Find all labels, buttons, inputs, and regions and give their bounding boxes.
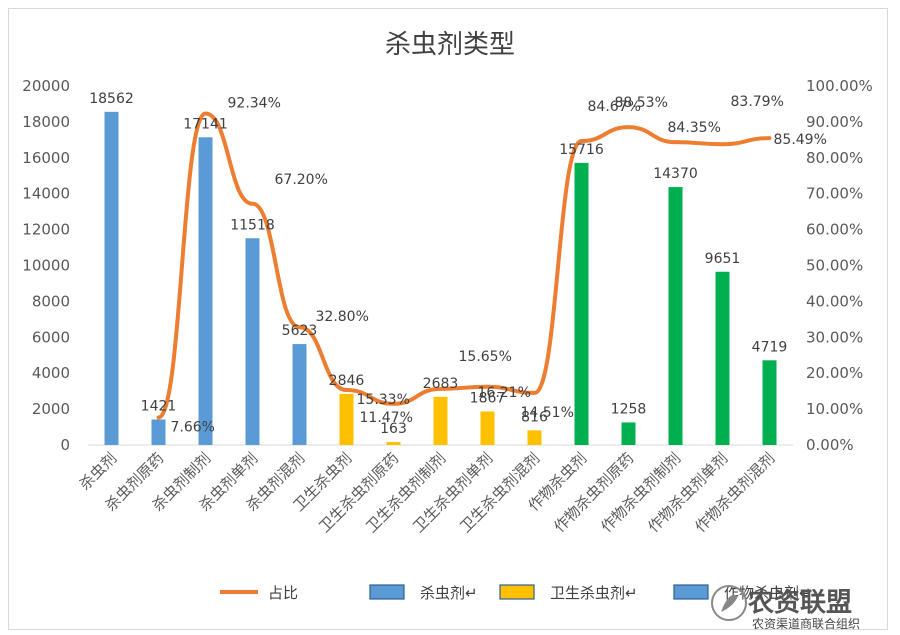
bars: [104, 111, 777, 446]
category-labels: 杀虫剂杀虫剂原药杀虫剂制剂杀虫剂单剂杀虫剂混剂卫生杀虫剂卫生杀虫剂原药卫生杀虫剂…: [76, 449, 779, 536]
legend-label: 杀虫剂↵: [420, 584, 478, 602]
right-axis: 0.00% 10.00% 20.00% 30.00% 40.00% 50.00% 60.00…: [806, 77, 873, 454]
chart-title: 杀虫剂类型: [384, 30, 515, 60]
left-axis-tick-label: 20000: [22, 77, 70, 95]
line-data-label: 88.53%: [615, 95, 668, 111]
left-axis-tick-label: 18000: [22, 113, 70, 131]
bar-data-label: 1421: [141, 398, 177, 414]
bar: [433, 396, 448, 445]
bar: [339, 393, 354, 445]
right-axis-tick-label: 50.00%: [806, 257, 863, 275]
left-axis-tick-label: 4000: [32, 364, 70, 382]
left-axis-tick-label: 12000: [22, 221, 70, 239]
bar: [104, 111, 119, 445]
bar-data-label: 5623: [282, 323, 318, 339]
left-axis-tick-label: 16000: [22, 149, 70, 167]
bar-data-label: 2683: [423, 376, 459, 392]
line-path: [156, 111, 772, 420]
legend-label: 卫生杀虫剂↵: [550, 584, 638, 602]
right-axis-tick-label: 20.00%: [806, 364, 863, 382]
watermark: 农资联盟 农资渠道商联合组织: [711, 585, 860, 631]
bar-data-label: 17141: [183, 116, 228, 132]
right-axis-tick-label: 70.00%: [806, 185, 863, 203]
bar: [574, 162, 589, 445]
bar-data-label: 1258: [611, 401, 647, 417]
bar-data-label: 14370: [653, 166, 698, 182]
line-data-label: 14.51%: [521, 405, 574, 421]
legend-box-swatch: [499, 584, 535, 600]
bar-data-label: 15716: [559, 142, 604, 158]
left-axis-tick-label: 6000: [32, 328, 70, 346]
bar-data-label: 11518: [230, 217, 275, 233]
bar-data-labels: 18562 1421 17141 11518 5623 2846 163 2683 1867 81…: [89, 91, 787, 437]
chart-frame: [8, 8, 888, 630]
line-data-labels: 7.66% 92.34% 67.20% 32.80% 15.33% 11.47% 15.65…: [171, 94, 827, 435]
bar: [198, 137, 213, 446]
line-data-label: 11.47%: [360, 410, 413, 426]
watermark-subtitle: 农资渠道商联合组织: [752, 616, 860, 631]
right-axis-tick-label: 0.00%: [806, 436, 854, 454]
line-data-label: 83.79%: [731, 94, 784, 110]
legend: 占比 杀虫剂↵ 卫生杀虫剂↵ 作物杀虫剂↵: [220, 584, 812, 602]
legend-box-swatch: [673, 584, 709, 600]
bar: [668, 187, 683, 445]
bar: [715, 271, 730, 445]
left-axis-tick-label: 10000: [22, 257, 70, 275]
legend-label: 占比: [268, 584, 298, 602]
line-data-label: 16.21%: [478, 385, 531, 401]
right-axis-tick-label: 10.00%: [806, 400, 863, 418]
bar: [151, 419, 166, 445]
bar: [527, 430, 542, 445]
bar-data-label: 4719: [752, 339, 788, 355]
bar-data-label: 163: [380, 421, 407, 437]
left-axis: 0 2000 4000 6000 8000 10000 12000 14000 16000 180…: [22, 77, 70, 454]
watermark-logo-icon: [711, 585, 747, 621]
bar-data-label: 9651: [705, 251, 741, 267]
right-axis-tick-label: 60.00%: [806, 221, 863, 239]
bar-data-label: 18562: [89, 91, 134, 107]
line-data-label: 84.67%: [588, 99, 641, 115]
bar: [292, 344, 307, 445]
watermark-name: 农资联盟: [747, 588, 852, 618]
left-axis-tick-label: 0: [60, 436, 70, 454]
line-data-label: 32.80%: [316, 309, 369, 325]
line-data-label: 15.33%: [357, 392, 410, 408]
right-axis-tick-label: 90.00%: [806, 113, 863, 131]
bar: [762, 360, 777, 445]
line-data-label: 85.49%: [774, 132, 827, 148]
bar: [245, 238, 260, 445]
bar: [621, 422, 636, 445]
bar: [480, 411, 495, 445]
line-data-label: 7.66%: [171, 420, 215, 436]
bar-data-label: 1867: [470, 390, 506, 406]
line-data-label: 84.35%: [668, 120, 721, 136]
right-axis-tick-label: 80.00%: [806, 149, 863, 167]
left-axis-tick-label: 14000: [22, 185, 70, 203]
right-axis-tick-label: 30.00%: [806, 328, 863, 346]
bar-data-label: 816: [521, 409, 548, 425]
legend-box-swatch: [369, 584, 405, 600]
left-axis-tick-label: 8000: [32, 292, 70, 310]
line-data-label: 15.65%: [459, 349, 512, 365]
left-axis-tick-label: 2000: [32, 400, 70, 418]
category-label: 杀虫剂: [76, 449, 121, 494]
bar-data-label: 2846: [329, 373, 365, 389]
bar: [386, 442, 401, 445]
watermark-logo-leaf-icon: [721, 594, 738, 612]
right-axis-tick-label: 40.00%: [806, 292, 863, 310]
line-series: [156, 111, 772, 420]
line-data-label: 92.34%: [228, 95, 281, 111]
line-data-label: 67.20%: [275, 172, 328, 188]
right-axis-tick-label: 100.00%: [806, 77, 873, 95]
